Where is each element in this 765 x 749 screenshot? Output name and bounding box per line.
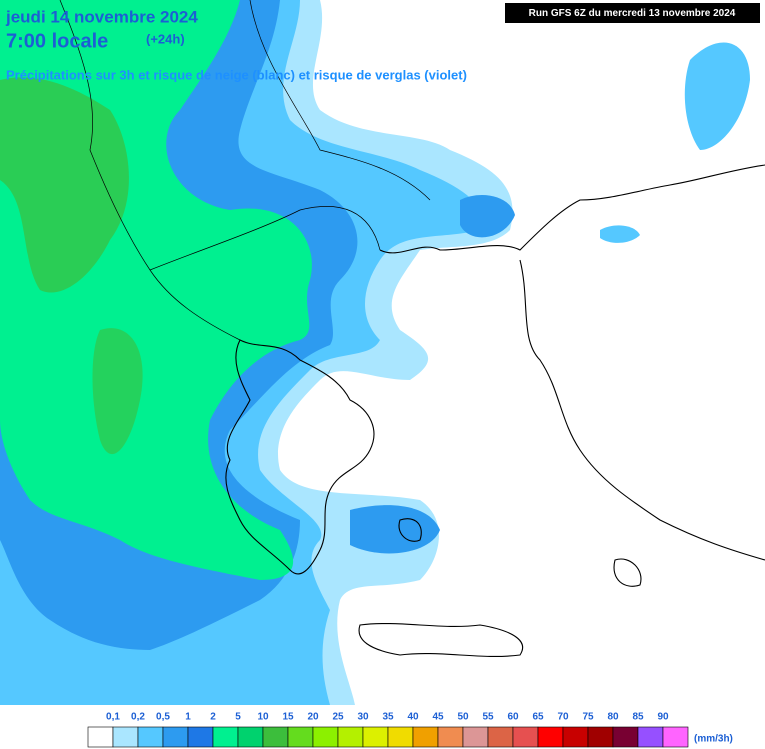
- legend-swatch: [162, 726, 189, 748]
- legend-swatch: [512, 726, 539, 748]
- map-subtitle: Précipitations sur 3h et risque de neige…: [6, 67, 467, 82]
- legend-swatch: [587, 726, 614, 748]
- legend-label: 65: [532, 712, 544, 723]
- legend-unit: (mm/3h): [694, 734, 733, 745]
- legend-swatch: [362, 726, 389, 748]
- legend-label: 90: [657, 712, 669, 723]
- legend-swatch: [437, 726, 464, 748]
- legend-swatch: [537, 726, 564, 748]
- legend-label: 35: [382, 712, 394, 723]
- legend-label: 2: [210, 712, 216, 723]
- legend-label: 85: [632, 712, 644, 723]
- legend-swatch: [462, 726, 489, 748]
- coastlines: [59, 0, 765, 657]
- legend-label: 70: [557, 712, 569, 723]
- forecast-time: 7:00 locale: [6, 30, 108, 52]
- run-label: Run GFS 6Z du mercredi 13 novembre 2024: [529, 8, 736, 19]
- run-box: [505, 3, 760, 23]
- legend-label: 0,2: [131, 712, 145, 723]
- legend-swatch: [637, 726, 664, 748]
- legend-label: 45: [432, 712, 444, 723]
- legend-swatch: [137, 726, 164, 748]
- legend-swatch: [187, 726, 214, 748]
- lead-time: (+24h): [146, 31, 185, 46]
- legend-label: 20: [307, 712, 319, 723]
- legend-swatch: [87, 726, 114, 748]
- legend-swatch: [562, 726, 589, 748]
- legend-label: 80: [607, 712, 619, 723]
- legend-swatch: [287, 726, 314, 748]
- legend-swatch: [487, 726, 514, 748]
- legend-label: 10: [257, 712, 269, 723]
- legend-swatch: [612, 726, 639, 748]
- legend-swatch: [337, 726, 364, 748]
- legend-swatch: [237, 726, 264, 748]
- legend-label: 30: [357, 712, 369, 723]
- legend-label: 75: [582, 712, 594, 723]
- legend-label: 5: [235, 712, 241, 723]
- legend-swatch: [212, 726, 239, 748]
- legend-swatch: [112, 726, 139, 748]
- precipitation-field: [0, 0, 750, 705]
- legend-label: 60: [507, 712, 519, 723]
- legend-label: 0,1: [106, 712, 120, 723]
- legend-swatch: [387, 726, 414, 748]
- legend-swatch: [312, 726, 339, 748]
- legend-label: 15: [282, 712, 294, 723]
- legend-label: 50: [457, 712, 469, 723]
- legend: 0,1 0,2 0,5 1 2 5 10 15 20 25 30 35 40 45 50 55 60 65 70 75…: [87, 712, 733, 748]
- legend-swatch: [262, 726, 289, 748]
- legend-swatch: [412, 726, 439, 748]
- legend-label: 25: [332, 712, 344, 723]
- legend-label: 55: [482, 712, 494, 723]
- legend-label: 0,5: [156, 712, 170, 723]
- legend-label: 40: [407, 712, 419, 723]
- legend-swatch: [662, 726, 689, 748]
- forecast-date: jeudi 14 novembre 2024: [5, 7, 198, 26]
- legend-label: 1: [185, 712, 191, 723]
